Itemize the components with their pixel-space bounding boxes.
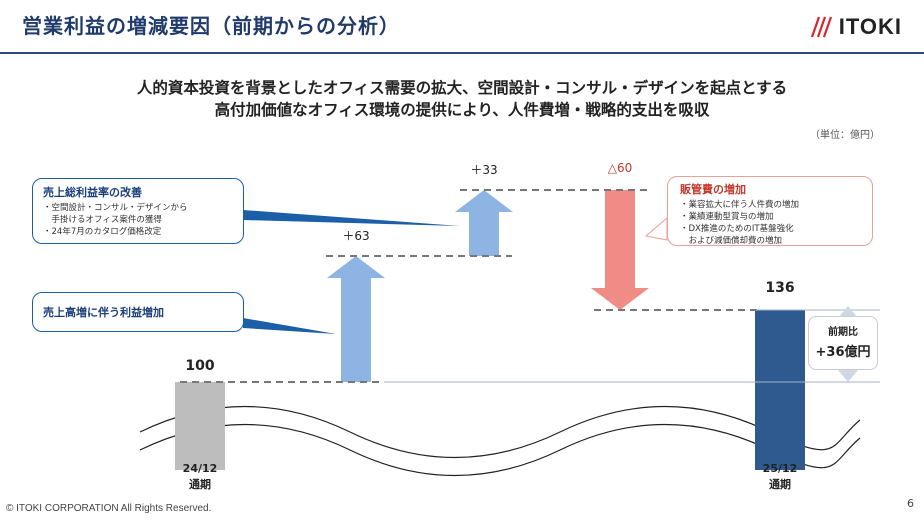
category-label-start-line2: 通期 xyxy=(189,477,211,491)
data-label-start: 100 xyxy=(185,358,214,374)
data-label-sga-increase: △60 xyxy=(608,161,633,175)
company-logo: ITOKI xyxy=(810,14,902,40)
callout-sga-line-1: ・業容拡大に伴う人件費の増加 xyxy=(680,200,800,210)
axis-break-wave-2 xyxy=(139,423,861,477)
data-label-gross-margin: ＋33 xyxy=(470,163,497,177)
callout-gross-margin: 売上総利益率の改善 ・空間設計・コンサル・デザインから 手掛けるオフィス案件の獲… xyxy=(32,178,244,244)
data-label-end: 136 xyxy=(765,280,794,296)
callout-pointer-sga xyxy=(644,216,668,241)
bar-start xyxy=(175,382,225,470)
category-label-end-line1: 25/12 xyxy=(763,462,798,475)
callout-gross-margin-line-2: 手掛けるオフィス案件の獲得 xyxy=(43,215,162,225)
callout-sales-increase: 売上高増に伴う利益増加 xyxy=(32,292,244,332)
logo-text: ITOKI xyxy=(838,14,902,39)
arrow-gross-margin xyxy=(455,190,513,256)
callout-pointer-sales xyxy=(243,318,336,334)
callout-sga-line-4: および減価償却費の増加 xyxy=(680,236,783,246)
category-label-end-line2: 通期 xyxy=(769,477,791,491)
callout-sga: 販管費の増加 ・業容拡大に伴う人件費の増加 ・業績連動型賞与の増加 ・DX推進の… xyxy=(667,176,873,246)
yoy-value: +36億円 xyxy=(815,345,871,360)
callout-sga-line-3: ・DX推進のためのIT基盤強化 xyxy=(680,224,794,234)
page-title: 営業利益の増減要因（前期からの分析） xyxy=(22,14,400,38)
callout-yoy: 前期比 +36億円 xyxy=(808,316,878,370)
callout-sga-line-2: ・業績連動型賞与の増加 xyxy=(680,212,774,222)
callout-sga-title: 販管費の増加 xyxy=(680,183,746,196)
arrow-sales-increase xyxy=(327,256,385,382)
page-number: 6 xyxy=(907,497,914,510)
callout-gross-margin-line-1: ・空間設計・コンサル・デザインから xyxy=(43,203,188,213)
callout-sales-increase-title: 売上高増に伴う利益増加 xyxy=(43,306,164,319)
axis-break-wave-1 xyxy=(139,405,861,459)
bar-end xyxy=(755,310,805,470)
title-divider xyxy=(0,52,924,54)
data-label-sales-increase: ＋63 xyxy=(342,229,369,243)
category-label-start-line1: 24/12 xyxy=(183,462,218,475)
subtitle-line-2: 高付加価値なオフィス環境の提供により、人件費増・戦略的支出を吸収 xyxy=(214,101,710,119)
callout-gross-margin-title: 売上総利益率の改善 xyxy=(43,186,142,199)
subtitle-line-1: 人的資本投資を背景としたオフィス需要の拡大、空間設計・コンサル・デザインを起点と… xyxy=(136,79,788,97)
itoki-logo-icon xyxy=(810,16,832,38)
callout-pointer-gross-margin xyxy=(243,210,460,226)
copyright: © ITOKI CORPORATION All Rights Reserved. xyxy=(6,503,212,514)
arrow-sga-increase xyxy=(591,190,649,310)
yoy-label: 前期比 xyxy=(828,327,858,338)
unit-label: （単位：億円） xyxy=(810,130,880,141)
callout-gross-margin-line-3: ・24年7月のカタログ価格改定 xyxy=(43,227,162,237)
